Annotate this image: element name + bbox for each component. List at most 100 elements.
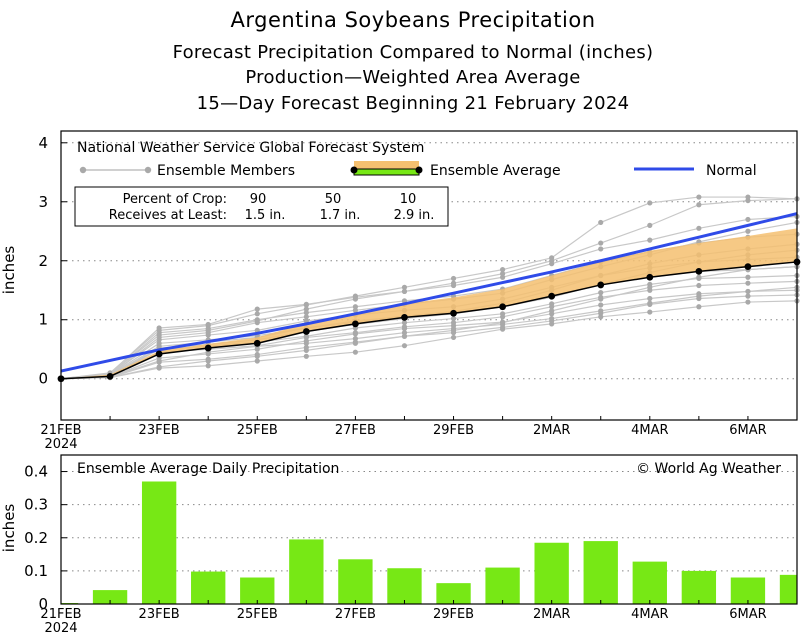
ensemble-member-line: [60, 286, 798, 380]
ensemble-member-point: [745, 216, 751, 223]
ensemble-member-point: [303, 302, 309, 308]
ensemble-member-point: [549, 301, 555, 307]
top-plot-frame: [60, 130, 798, 421]
bottom-x-tick-label: 21FEB: [40, 607, 81, 622]
ensemble-member-point: [303, 347, 309, 354]
bottom-plot-frame: [60, 454, 798, 605]
bottom-y-tick-label: 0: [38, 595, 48, 613]
ensemble-member-point: [647, 237, 653, 243]
ensemble-member-point: [500, 320, 506, 326]
ensemble-member-point: [647, 200, 653, 206]
daily-precip-bar: [141, 481, 177, 604]
top-y-axis-label: inches: [0, 246, 18, 295]
crop-box-frame: [74, 186, 449, 227]
bottom-year-label: 2024: [44, 621, 77, 636]
ensemble-member-point: [303, 353, 309, 359]
daily-precip-bar: [338, 559, 373, 604]
copyright-credit: © World Ag Weather: [636, 461, 781, 477]
ensemble-member-point: [745, 299, 751, 305]
ensemble-member-point: [549, 258, 555, 264]
ensemble-member-point: [598, 246, 604, 252]
ensemble-member-point: [352, 296, 358, 302]
legend-average-bar-icon: [353, 168, 420, 176]
ensemble-average-point: [646, 273, 654, 281]
ensemble-member-point: [254, 358, 260, 364]
ensemble-member-point: [696, 282, 702, 289]
ensemble-member-point: [598, 240, 604, 246]
ensemble-average-point: [253, 339, 261, 347]
crop-row1-value: 90: [250, 192, 267, 207]
ensemble-member-point: [647, 300, 653, 306]
ensemble-member-point: [401, 284, 408, 290]
daily-precip-bar: [436, 583, 471, 604]
bottom-y-tick-label: 0.4: [24, 463, 48, 481]
ensemble-member-line: [60, 198, 798, 380]
top-x-tick-label: 25FEB: [237, 423, 278, 438]
ensemble-average-point: [401, 313, 408, 321]
crop-row2-value: 1.5 in.: [245, 208, 286, 223]
ensemble-average-band: [61, 228, 797, 379]
ensemble-member-point: [647, 284, 653, 290]
ensemble-member-point: [696, 194, 702, 200]
top-year-label: 2024: [44, 437, 77, 452]
ensemble-average-path: [60, 261, 798, 380]
ensemble-member-line: [60, 215, 798, 380]
ensemble-member-point: [352, 336, 358, 342]
daily-precip-bar: [240, 577, 275, 604]
ensemble-average-point: [352, 320, 359, 328]
ensemble-average-point: [548, 292, 556, 300]
daily-precip-bar: [289, 539, 324, 604]
ensemble-member-point: [205, 363, 211, 369]
ensemble-member-point: [401, 324, 408, 330]
ensemble-member-line: [60, 196, 798, 380]
ensemble-member-point: [450, 334, 457, 341]
ensemble-member-point: [598, 308, 604, 314]
top-y-tick-label: 3: [38, 193, 48, 211]
ensemble-member-point: [401, 333, 408, 339]
ensemble-member-point: [401, 343, 408, 349]
chart-subtitle-3: 15—Day Forecast Beginning 21 February 20…: [197, 93, 630, 114]
ensemble-member-point: [647, 222, 653, 228]
legend-members: Ensemble Members: [79, 163, 295, 179]
ensemble-member-point: [745, 293, 751, 299]
daily-precip-bar: [92, 590, 128, 604]
ensemble-member-point: [598, 302, 604, 308]
ensemble-member-point: [352, 349, 358, 355]
ensemble-member-point: [450, 320, 457, 326]
ensemble-member-point: [401, 288, 408, 295]
legend-average-band-icon: [354, 161, 419, 169]
ensemble-average-point: [695, 267, 703, 275]
ensemble-average-point: [302, 328, 310, 335]
bottom-x-tick-label: 6MAR: [729, 607, 766, 622]
crop-row1-value: 10: [400, 192, 417, 207]
legend-average-marker-icon: [350, 166, 358, 174]
bottom-x-tick-label: 27FEB: [335, 607, 376, 622]
top-x-tick-label: 27FEB: [335, 423, 376, 438]
legend-members-label: Ensemble Members: [157, 163, 295, 179]
legend-normal-label: Normal: [706, 163, 757, 179]
ensemble-member-line: [60, 256, 798, 380]
ensemble-member-point: [745, 197, 751, 204]
ensemble-member-point: [254, 306, 260, 312]
daily-precip-bar: [191, 571, 226, 604]
bottom-y-axis: 0 0.1 0.2 0.3 0.4: [24, 463, 67, 613]
top-y-tick-label: 1: [38, 311, 48, 329]
ensemble-member-point: [696, 293, 702, 299]
legend-average-label: Ensemble Average: [430, 163, 561, 179]
bottom-y-tick-label: 0.1: [24, 562, 48, 580]
ensemble-average-line: [57, 258, 801, 383]
legend-normal: Normal: [634, 163, 757, 179]
ensemble-member-line: [60, 300, 798, 380]
ensemble-member-point: [205, 327, 211, 333]
ensemble-member-point: [156, 358, 162, 364]
top-x-tick-label: 4MAR: [631, 423, 668, 438]
ensemble-member-point: [205, 323, 211, 329]
bottom-y-axis-label: inches: [0, 504, 18, 553]
ensemble-member-point: [352, 330, 358, 336]
top-panel: 0 1 2 3 4 21FEB 23FEB 25FEB 27FEB 29FEB 2MAR 4MAR 6…: [0, 130, 801, 452]
ensemble-member-point: [745, 228, 751, 234]
ensemble-average-point: [597, 281, 605, 289]
legend-average-marker-icon: [415, 166, 423, 174]
ensemble-member-point: [549, 315, 555, 322]
